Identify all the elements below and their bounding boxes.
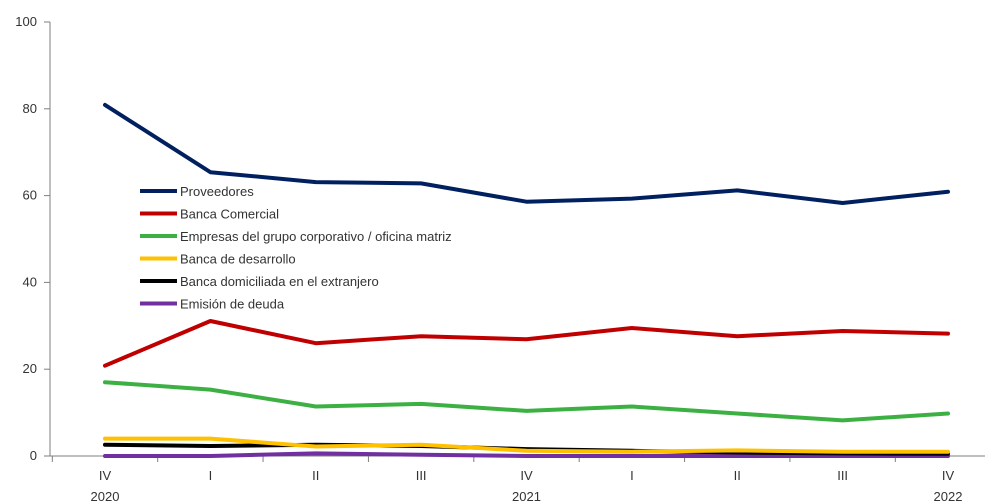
legend: Proveedores Banca Comercial Empresas del g… xyxy=(140,184,452,312)
x-tick-label: I xyxy=(209,468,213,483)
y-tick-label: 60 xyxy=(23,188,37,203)
y-tick-label: 40 xyxy=(23,274,37,289)
x-tick-label: IV xyxy=(520,468,533,483)
y-tick-label: 100 xyxy=(15,14,37,29)
x-tick-label: II xyxy=(734,468,741,483)
series-lines xyxy=(103,102,950,458)
legend-label: Banca de desarrollo xyxy=(180,252,296,267)
x-tick-label: I xyxy=(630,468,634,483)
legend-label: Empresas del grupo corporativo / oficina… xyxy=(180,229,452,244)
x-tick-label: III xyxy=(416,468,427,483)
x-tick-label: IV xyxy=(99,468,112,483)
legend-label: Banca domiciliada en el extranjero xyxy=(180,274,379,289)
series-line-empresas-del-grupo-corporativo-oficina-matriz xyxy=(103,380,950,423)
x-tick-label: II xyxy=(312,468,319,483)
y-tick-label: 20 xyxy=(23,361,37,376)
x-year-label: 2021 xyxy=(512,489,541,504)
y-tick-label: 80 xyxy=(23,101,37,116)
series-line-banca-comercial xyxy=(103,319,950,368)
x-year-label: 2022 xyxy=(934,489,963,504)
series-line-emision-de-deuda xyxy=(103,451,950,458)
x-year-label: 2020 xyxy=(91,489,120,504)
legend-label: Emisión de deuda xyxy=(180,297,285,312)
legend-label: Banca Comercial xyxy=(180,207,279,222)
x-tick-label: III xyxy=(837,468,848,483)
x-tick-label: IV xyxy=(942,468,955,483)
series-line-banca-de-desarrollo xyxy=(103,436,950,454)
series-line-proveedores xyxy=(103,102,950,205)
y-tick-label: 0 xyxy=(30,448,37,463)
legend-label: Proveedores xyxy=(180,184,254,199)
